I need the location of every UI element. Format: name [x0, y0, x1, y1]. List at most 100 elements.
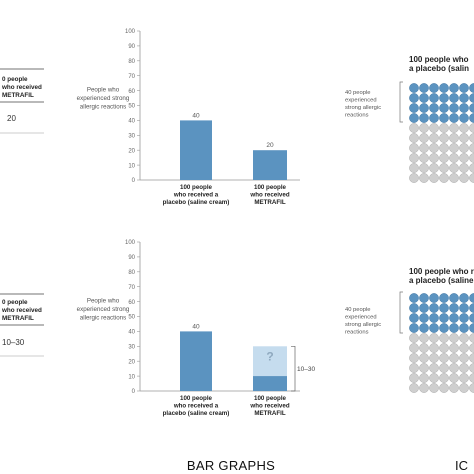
category-label-line: METRAFIL [254, 199, 285, 206]
icon-array-title-line: a placebo (saline [409, 276, 474, 285]
person-icon-affected [449, 303, 459, 313]
person-icon-unaffected [459, 143, 469, 153]
uncertainty-range-label: 10–30 [297, 366, 315, 373]
icon-array-annotation-line: 40 people [345, 90, 370, 96]
person-icon-unaffected [469, 333, 474, 343]
y-tick-label: 70 [128, 285, 135, 291]
y-tick-label: 100 [125, 240, 136, 246]
bar-value-label: 20 [266, 142, 274, 149]
person-icon-unaffected [469, 353, 474, 363]
table-bottom-header-2: who received [1, 307, 42, 314]
person-icon-affected [449, 313, 459, 323]
person-icon-unaffected [459, 343, 469, 353]
category-label-line: METRAFIL [254, 410, 285, 417]
table-top-header-2: who received [1, 84, 42, 91]
y-tick-label: 0 [132, 178, 136, 184]
person-icon-unaffected [419, 333, 429, 343]
person-icon-affected [459, 103, 469, 113]
icon-array-annotation-line: strong allergic [345, 105, 381, 111]
bar-chart-top: 0 10 20 30 40 50 60 70 80 90 100 People whoexperien… [77, 29, 300, 206]
person-icon-unaffected [419, 363, 429, 373]
person-icon-affected [449, 93, 459, 103]
person-icon-unaffected [459, 333, 469, 343]
person-icon-affected [469, 323, 474, 333]
person-icon-affected [469, 303, 474, 313]
category-label-line: 100 people [254, 395, 287, 402]
person-icon-affected [439, 113, 449, 123]
person-icon-affected [449, 323, 459, 333]
person-icon-affected [409, 103, 419, 113]
icon-array-bracket [399, 81, 403, 123]
person-icon-affected [419, 113, 429, 123]
person-icon-unaffected [429, 363, 439, 373]
person-icon-unaffected [439, 333, 449, 343]
person-icon-unaffected [419, 163, 429, 173]
icon-array-annotation-line: experienced [345, 315, 377, 321]
person-icon-unaffected [439, 153, 449, 163]
person-icon-affected [429, 103, 439, 113]
person-icon-affected [449, 293, 459, 303]
person-icon-unaffected [449, 373, 459, 383]
uncertainty-question-mark: ? [266, 350, 273, 364]
icon-array-annotation-line: strong allergic [345, 322, 381, 328]
person-icon-unaffected [459, 373, 469, 383]
person-icon-affected [419, 323, 429, 333]
person-icon-unaffected [449, 133, 459, 143]
person-icon-affected [439, 323, 449, 333]
y-tick-label: 20 [128, 148, 135, 154]
y-axis-label-line: allergic reactions [80, 104, 126, 111]
person-icon-unaffected [469, 383, 474, 393]
person-icon-unaffected [429, 373, 439, 383]
category-label-line: who received [249, 403, 289, 410]
bar [253, 376, 287, 391]
person-icon-unaffected [419, 383, 429, 393]
person-icon-unaffected [449, 123, 459, 133]
person-icon-unaffected [449, 163, 459, 173]
category-label-line: who received [249, 192, 289, 199]
person-icon-affected [469, 293, 474, 303]
comparison-table-top: 0 people who received METRAFIL 20 [0, 68, 44, 134]
person-icon-unaffected [459, 353, 469, 363]
person-icon-affected [429, 83, 439, 93]
person-icon-unaffected [439, 373, 449, 383]
y-tick-label: 20 [128, 359, 135, 365]
person-icon-unaffected [439, 163, 449, 173]
person-icon-affected [419, 293, 429, 303]
y-tick-label: 50 [128, 104, 135, 110]
category-label-line: who received a [173, 403, 219, 410]
icon-array-title-line: 100 people who [409, 55, 469, 64]
person-icon-unaffected [439, 353, 449, 363]
table-bottom-value: 10–30 [2, 338, 25, 347]
category-label-line: 100 people [180, 184, 213, 191]
bar-value-label: 40 [192, 323, 200, 330]
bar [180, 331, 212, 391]
person-icon-unaffected [419, 373, 429, 383]
person-icon-unaffected [429, 153, 439, 163]
y-tick-label: 60 [128, 300, 135, 306]
person-icon-affected [459, 303, 469, 313]
y-tick-label: 0 [132, 389, 136, 395]
person-icon-unaffected [409, 123, 419, 133]
y-tick-label: 30 [128, 345, 135, 351]
table-top-header-3: METRAFIL [2, 92, 34, 99]
y-axis-label-line: allergic reactions [80, 315, 126, 322]
bar [180, 120, 212, 180]
person-icon-unaffected [409, 373, 419, 383]
y-axis-label-line: People who [87, 298, 120, 305]
person-icon-affected [409, 93, 419, 103]
bar-graphs-label: BAR GRAPHS [187, 458, 275, 473]
person-icon-unaffected [429, 353, 439, 363]
person-icon-affected [429, 113, 439, 123]
icon-arrays-label: IC [455, 458, 468, 473]
category-label-line: who received a [173, 192, 219, 199]
person-icon-affected [419, 103, 429, 113]
person-icon-unaffected [449, 333, 459, 343]
person-icon-affected [459, 313, 469, 323]
y-tick-label: 60 [128, 89, 135, 95]
table-bottom-header-3: METRAFIL [2, 315, 34, 322]
table-top-value: 20 [7, 114, 16, 123]
person-icon-unaffected [439, 363, 449, 373]
person-icon-affected [409, 323, 419, 333]
person-icon-unaffected [429, 343, 439, 353]
